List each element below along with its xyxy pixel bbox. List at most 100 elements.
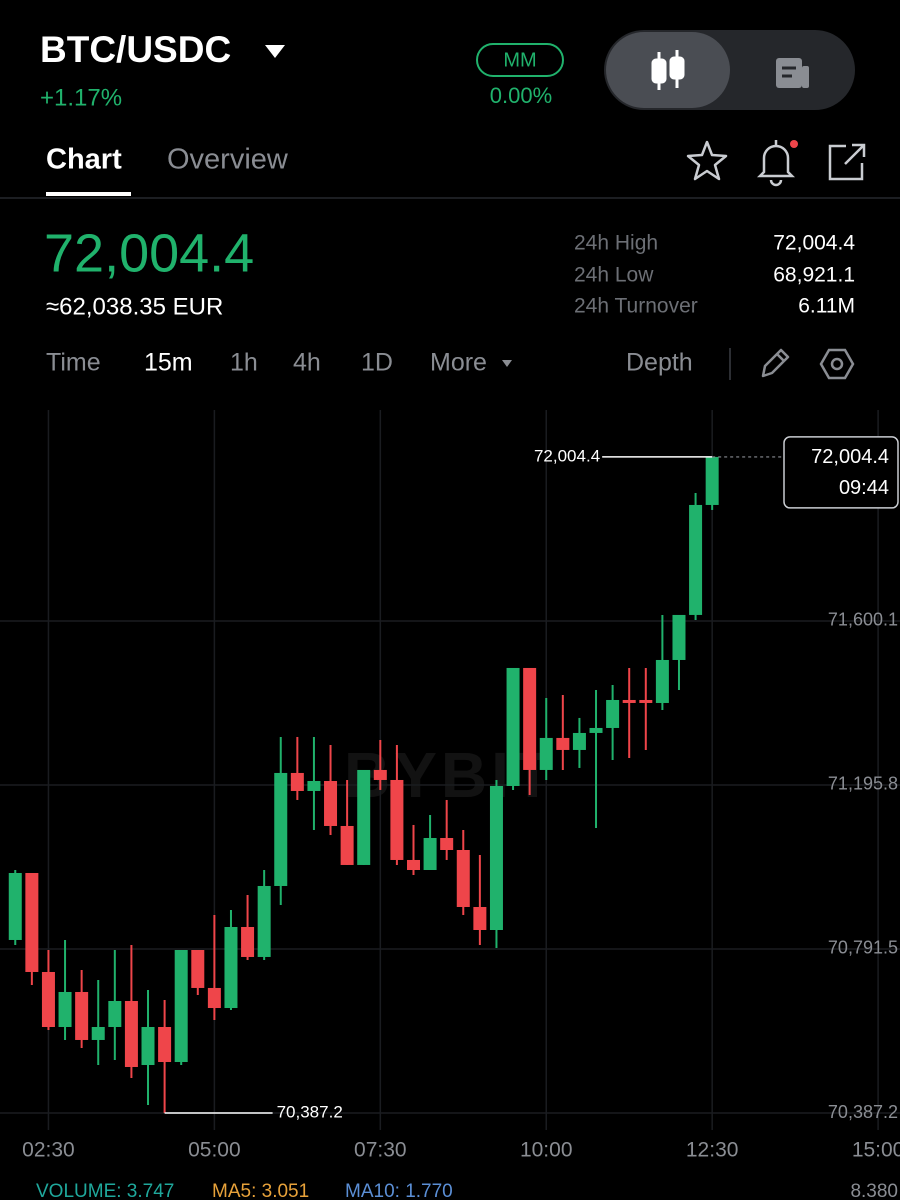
pair-dropdown[interactable] bbox=[265, 45, 285, 58]
candle-body bbox=[606, 699, 620, 728]
doc-icon[interactable] bbox=[776, 58, 809, 88]
candle-body bbox=[58, 991, 72, 1027]
candle-body bbox=[207, 987, 221, 1009]
candle-body bbox=[8, 873, 22, 940]
y-tick-label: 71,195.8 bbox=[828, 774, 898, 794]
x-tick-label: 07:30 bbox=[354, 1139, 407, 1162]
settings-icon[interactable] bbox=[819, 348, 855, 380]
ma10-label: MA10: 1.770 bbox=[345, 1181, 453, 1200]
candle-body bbox=[124, 1000, 138, 1067]
candle-body bbox=[440, 837, 454, 850]
candle-body bbox=[108, 1000, 122, 1027]
candle-body bbox=[672, 614, 686, 660]
candle-body bbox=[456, 850, 470, 907]
candle-body bbox=[307, 780, 321, 791]
candle-body bbox=[257, 885, 271, 957]
tab-overview[interactable]: Overview bbox=[167, 144, 289, 176]
stat-label: 24h Turnover bbox=[574, 295, 698, 318]
candle-icon bbox=[651, 50, 685, 90]
toggle-chart-selected[interactable] bbox=[606, 32, 730, 108]
candle-body bbox=[274, 772, 288, 886]
stat-label: 24h High bbox=[574, 232, 658, 255]
volume-axis-label: 8.380 bbox=[850, 1181, 898, 1200]
volume-label: VOLUME: 3.747 bbox=[36, 1181, 174, 1200]
interval[interactable]: 1D bbox=[361, 349, 393, 377]
x-tick-label: 12:30 bbox=[686, 1139, 739, 1162]
x-tick-label: 10:00 bbox=[520, 1139, 573, 1162]
candle-body bbox=[25, 873, 39, 972]
candle-body bbox=[390, 779, 404, 860]
interval[interactable]: 1h bbox=[230, 349, 258, 377]
x-tick-label: 02:30 bbox=[22, 1139, 75, 1162]
candle-body bbox=[473, 906, 487, 930]
candle-body bbox=[556, 737, 570, 750]
interval[interactable]: 4h bbox=[293, 349, 321, 377]
candle-body bbox=[506, 667, 520, 786]
candle-body bbox=[158, 1026, 172, 1063]
candle-body bbox=[357, 769, 371, 865]
bell-icon[interactable] bbox=[756, 140, 796, 187]
mm-label[interactable]: MM bbox=[503, 49, 536, 71]
max-marker-label: 72,004.4 bbox=[534, 446, 600, 465]
candle-body bbox=[141, 1026, 155, 1066]
candle-body bbox=[174, 950, 188, 1063]
tab-underline bbox=[46, 192, 131, 196]
candle-body bbox=[290, 772, 304, 791]
candle-body bbox=[655, 659, 669, 703]
favorite-icon[interactable] bbox=[686, 140, 728, 181]
last-price: 72,004.4 bbox=[44, 223, 254, 283]
candle-body bbox=[324, 780, 338, 826]
pair-title[interactable]: BTC/USDC bbox=[40, 29, 231, 70]
candle-body bbox=[406, 859, 420, 870]
candle-body bbox=[589, 727, 603, 733]
y-tick-label: 70,387.2 bbox=[828, 1102, 898, 1122]
candle-body bbox=[75, 991, 89, 1040]
pair-change: +1.17% bbox=[40, 84, 122, 111]
candle-body bbox=[191, 950, 205, 988]
fiat-price: ≈62,038.35 EUR bbox=[46, 293, 223, 320]
candle-body bbox=[91, 1026, 105, 1040]
last-price-label: 72,004.4 bbox=[811, 446, 889, 468]
tab-chart[interactable]: Chart bbox=[46, 144, 122, 176]
y-tick-label: 71,600.1 bbox=[828, 610, 898, 630]
share-icon[interactable] bbox=[828, 143, 866, 181]
candle-body bbox=[373, 769, 387, 780]
ma5-label: MA5: 3.051 bbox=[212, 1181, 309, 1200]
interval[interactable]: Time bbox=[46, 349, 101, 377]
candle-body bbox=[41, 971, 55, 1027]
more-caret[interactable] bbox=[502, 360, 512, 367]
stat-value: 72,004.4 bbox=[773, 232, 855, 255]
interval-more[interactable]: More bbox=[430, 349, 487, 377]
candle-body bbox=[705, 456, 719, 505]
mm-pill[interactable] bbox=[476, 43, 564, 77]
candle-body bbox=[639, 699, 653, 703]
last-price-box bbox=[783, 436, 899, 509]
candle-body bbox=[539, 737, 553, 770]
last-price-time: 09:44 bbox=[839, 477, 889, 499]
interval-selected[interactable]: 15m bbox=[144, 349, 193, 377]
candle-body bbox=[572, 732, 586, 750]
candle-body bbox=[489, 785, 503, 930]
candle-body bbox=[340, 825, 354, 865]
candle-body bbox=[689, 504, 703, 615]
draw-icon[interactable] bbox=[761, 348, 790, 378]
stat-value: 6.11M bbox=[798, 295, 855, 318]
y-tick-label: 70,791.5 bbox=[828, 938, 898, 958]
min-marker-label: 70,387.2 bbox=[277, 1102, 343, 1121]
x-tick-label: 15:00 bbox=[852, 1139, 900, 1162]
depth-button[interactable]: Depth bbox=[626, 349, 693, 377]
candle-body bbox=[423, 837, 437, 870]
candle-body bbox=[224, 926, 238, 1009]
mm-value: 0.00% bbox=[490, 83, 552, 108]
x-tick-label: 05:00 bbox=[188, 1139, 241, 1162]
candle-body bbox=[241, 926, 255, 957]
notification-dot bbox=[790, 140, 798, 148]
stat-value: 68,921.1 bbox=[773, 264, 855, 287]
stat-label: 24h Low bbox=[574, 264, 654, 287]
candle-body bbox=[523, 667, 537, 770]
candle-body bbox=[622, 699, 636, 703]
